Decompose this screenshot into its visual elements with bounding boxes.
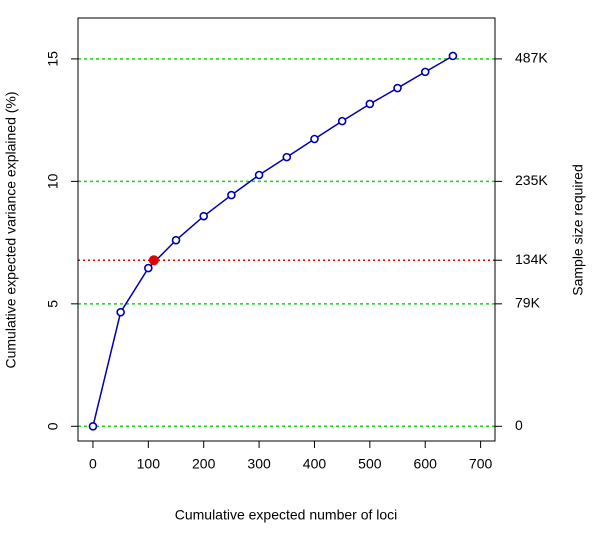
x-tick-label: 0 <box>89 456 97 472</box>
y2-tick-label: 0 <box>515 417 523 433</box>
data-point <box>116 307 125 317</box>
x-tick-label: 300 <box>247 456 271 472</box>
y-tick-label: 15 <box>45 51 61 67</box>
x-axis-label: Cumulative expected number of loci <box>175 507 398 523</box>
x-tick-label: 700 <box>469 456 493 472</box>
plot-frame <box>77 17 496 442</box>
y-tick-label: 5 <box>45 300 61 308</box>
y2-tick-label: 79K <box>515 295 541 311</box>
data-point <box>282 152 292 162</box>
data-point <box>448 51 458 61</box>
data-point <box>420 67 430 77</box>
data-point <box>88 422 98 431</box>
y2-tick-label: 134K <box>515 251 548 267</box>
x-tick-label: 400 <box>303 456 327 472</box>
x-tick-label: 600 <box>414 456 438 472</box>
data-point <box>144 263 153 273</box>
series-line <box>92 55 454 427</box>
y-axis-label: Cumulative expected variance explained (… <box>3 91 19 368</box>
y-tick-label: 10 <box>45 173 61 189</box>
data-point <box>227 190 236 200</box>
y2-tick-label: 235K <box>515 172 548 188</box>
y2-tick-label: 487K <box>515 50 548 66</box>
y-tick-label: 0 <box>45 422 61 430</box>
data-point <box>337 116 347 126</box>
data-point <box>393 83 402 93</box>
x-tick-label: 200 <box>192 456 216 472</box>
data-point <box>171 235 181 245</box>
data-point <box>254 170 264 180</box>
x-tick-label: 100 <box>137 456 161 472</box>
data-point <box>365 99 375 109</box>
data-point <box>310 134 319 144</box>
highlight-point <box>148 255 159 266</box>
data-point <box>199 211 209 221</box>
x-tick-label: 500 <box>358 456 382 472</box>
y2-axis-label: Sample size required <box>570 164 586 296</box>
